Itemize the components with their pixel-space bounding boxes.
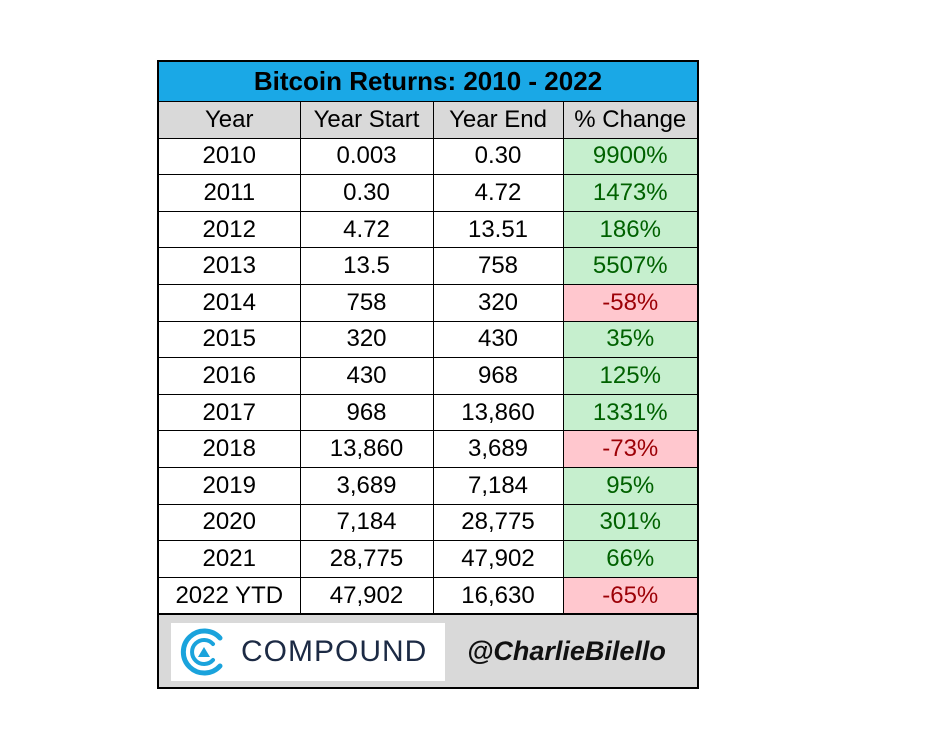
table-row: 2013 13.5 758 5507% xyxy=(159,247,697,285)
table-row: 2014 758 320 -58% xyxy=(159,283,697,322)
year-start-cell: 968 xyxy=(299,393,434,432)
year-end-cell: 16,630 xyxy=(432,576,564,615)
pct-change-cell: 1331% xyxy=(562,393,697,432)
year-start-cell: 4.72 xyxy=(299,210,434,249)
header-row: Year Year Start Year End % Change xyxy=(159,102,697,139)
year-cell: 2011 xyxy=(159,174,301,212)
year-cell: 2022 YTD xyxy=(159,576,301,615)
table-row: 2022 YTD 47,902 16,630 -65% xyxy=(159,576,697,615)
pct-change-cell: 9900% xyxy=(562,137,697,176)
year-start-cell: 430 xyxy=(299,357,434,395)
table-row: 2012 4.72 13.51 186% xyxy=(159,210,697,249)
returns-table-card: Bitcoin Returns: 2010 - 2022 Year Year S… xyxy=(157,60,699,690)
table-row: 2015 320 430 35% xyxy=(159,320,697,359)
year-end-cell: 13.51 xyxy=(432,210,564,249)
col-header-year-start: Year Start xyxy=(299,102,434,139)
pct-change-cell: -65% xyxy=(562,576,697,615)
returns-table: Year Year Start Year End % Change 2010 0.… xyxy=(159,102,697,615)
year-end-cell: 13,860 xyxy=(432,393,564,432)
col-header-year: Year xyxy=(159,102,301,139)
table-row: 2020 7,184 28,775 301% xyxy=(159,503,697,542)
year-cell: 2012 xyxy=(159,210,301,249)
year-cell: 2013 xyxy=(159,247,301,285)
year-end-cell: 0.30 xyxy=(432,137,564,176)
year-end-cell: 758 xyxy=(432,247,564,285)
year-end-cell: 968 xyxy=(432,357,564,395)
year-cell: 2014 xyxy=(159,283,301,322)
pct-change-cell: 35% xyxy=(562,320,697,359)
year-start-cell: 3,689 xyxy=(299,466,434,505)
year-start-cell: 320 xyxy=(299,320,434,359)
year-end-cell: 4.72 xyxy=(432,174,564,212)
year-cell: 2019 xyxy=(159,466,301,505)
year-end-cell: 28,775 xyxy=(432,503,564,542)
year-cell: 2021 xyxy=(159,540,301,578)
year-end-cell: 320 xyxy=(432,283,564,322)
table-row: 2017 968 13,860 1331% xyxy=(159,393,697,432)
col-header-pct-change: % Change xyxy=(562,102,697,139)
col-header-year-end: Year End xyxy=(432,102,564,139)
pct-change-cell: 1473% xyxy=(562,174,697,212)
brand-name: COMPOUND xyxy=(241,635,428,669)
pct-change-cell: -73% xyxy=(562,430,697,468)
pct-change-cell: 301% xyxy=(562,503,697,542)
year-start-cell: 13.5 xyxy=(299,247,434,285)
table-row: 2010 0.003 0.30 9900% xyxy=(159,137,697,176)
year-start-cell: 0.003 xyxy=(299,137,434,176)
footer-bar: COMPOUND @CharlieBilello xyxy=(159,614,697,688)
year-cell: 2010 xyxy=(159,137,301,176)
year-end-cell: 3,689 xyxy=(432,430,564,468)
compound-brand: COMPOUND xyxy=(171,623,445,682)
table-row: 2018 13,860 3,689 -73% xyxy=(159,430,697,468)
year-end-cell: 47,902 xyxy=(432,540,564,578)
year-start-cell: 47,902 xyxy=(299,576,434,615)
table-row: 2016 430 968 125% xyxy=(159,357,697,395)
pct-change-cell: 5507% xyxy=(562,247,697,285)
year-end-cell: 430 xyxy=(432,320,564,359)
pct-change-cell: 95% xyxy=(562,466,697,505)
table-title: Bitcoin Returns: 2010 - 2022 xyxy=(159,62,697,102)
year-cell: 2015 xyxy=(159,320,301,359)
year-start-cell: 7,184 xyxy=(299,503,434,542)
compound-logo-icon xyxy=(180,628,223,676)
table-row: 2011 0.30 4.72 1473% xyxy=(159,174,697,212)
table-row: 2021 28,775 47,902 66% xyxy=(159,540,697,578)
year-start-cell: 28,775 xyxy=(299,540,434,578)
pct-change-cell: 66% xyxy=(562,540,697,578)
table-row: 2019 3,689 7,184 95% xyxy=(159,466,697,505)
pct-change-cell: -58% xyxy=(562,283,697,322)
year-cell: 2016 xyxy=(159,357,301,395)
year-cell: 2017 xyxy=(159,393,301,432)
year-end-cell: 7,184 xyxy=(432,466,564,505)
pct-change-cell: 186% xyxy=(562,210,697,249)
year-cell: 2020 xyxy=(159,503,301,542)
year-cell: 2018 xyxy=(159,430,301,468)
year-start-cell: 13,860 xyxy=(299,430,434,468)
pct-change-cell: 125% xyxy=(562,357,697,395)
year-start-cell: 0.30 xyxy=(299,174,434,212)
author-handle: @CharlieBilello xyxy=(467,635,666,666)
year-start-cell: 758 xyxy=(299,283,434,322)
